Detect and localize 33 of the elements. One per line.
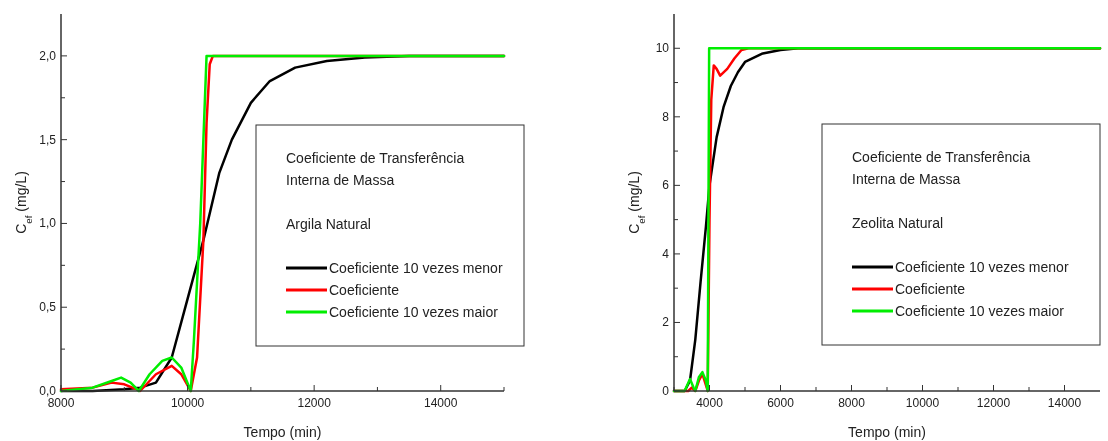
x-tick-label: 14000 (424, 396, 458, 410)
legend-title: Coeficiente de Transferência Interna de Massa (852, 149, 1031, 187)
y-tick-label: 1,5 (39, 132, 57, 147)
y-tick-label: 10 (655, 41, 670, 56)
annotation: Zeolita Natural (852, 215, 944, 231)
x-tick-label: 4000 (696, 396, 724, 410)
x-tick-label: 8000 (838, 396, 866, 410)
x-tick-label: 12000 (976, 396, 1011, 410)
y-tick-label: 1,0 (39, 216, 57, 231)
x-tick-label: 6000 (767, 396, 795, 410)
x-tick-label: 10000 (905, 396, 940, 410)
y-tick-label: 0,0 (39, 384, 57, 398)
legend-title: Coeficiente de Transferência Interna de Massa (286, 150, 465, 188)
y-tick-label: 6 (662, 178, 670, 193)
annotation: Argila Natural (286, 216, 371, 232)
y-tick-label: 8 (662, 109, 670, 124)
x-tick-label: 12000 (297, 396, 332, 410)
legend-label: Coeficiente 10 vezes maior (895, 303, 1065, 319)
x-axis-title: Tempo (min) (243, 424, 322, 440)
legend-label: Coeficiente (895, 281, 966, 297)
y-tick-label: 0,5 (39, 300, 57, 315)
y-tick-label: 2,0 (39, 48, 57, 63)
legend-label: Coeficiente 10 vezes menor (329, 260, 503, 276)
x-tick-label: 8000 (47, 396, 75, 410)
y-tick-label: 2 (662, 315, 670, 330)
legend-label: Coeficiente 10 vezes menor (895, 259, 1069, 275)
y-tick-label: 0 (662, 384, 670, 398)
y-tick-label: 4 (662, 246, 670, 261)
legend-label: Coeficiente 10 vezes maior (329, 304, 499, 320)
x-axis-title: Tempo (min) (848, 424, 926, 440)
x-tick-label: 14000 (1047, 396, 1082, 410)
x-tick-label: 10000 (170, 396, 205, 410)
legend-label: Coeficiente (329, 282, 400, 298)
